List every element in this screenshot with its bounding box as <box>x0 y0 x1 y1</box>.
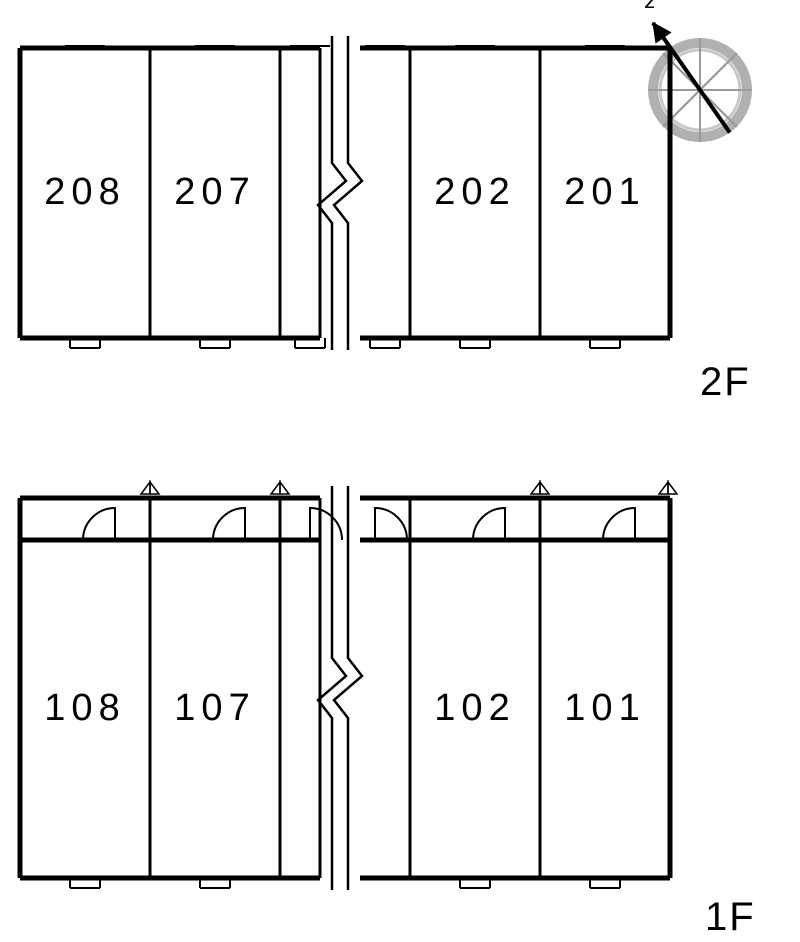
unit-label-107: 107 <box>155 687 275 730</box>
floor-label-2F: 2F <box>700 360 751 405</box>
unit-label-207: 207 <box>155 171 275 214</box>
unit-label-201: 201 <box>545 171 665 214</box>
compass-north-label: z <box>645 0 658 14</box>
unit-label-208: 208 <box>25 171 145 214</box>
unit-label-102: 102 <box>415 687 535 730</box>
floorplan-canvas: z 208207 202201 2F 108107 102101 1F <box>0 0 800 942</box>
floorplan-svg <box>0 0 800 942</box>
unit-label-202: 202 <box>415 171 535 214</box>
unit-label-101: 101 <box>545 687 665 730</box>
floor-label-1F: 1F <box>705 895 756 940</box>
unit-label-108: 108 <box>25 687 145 730</box>
